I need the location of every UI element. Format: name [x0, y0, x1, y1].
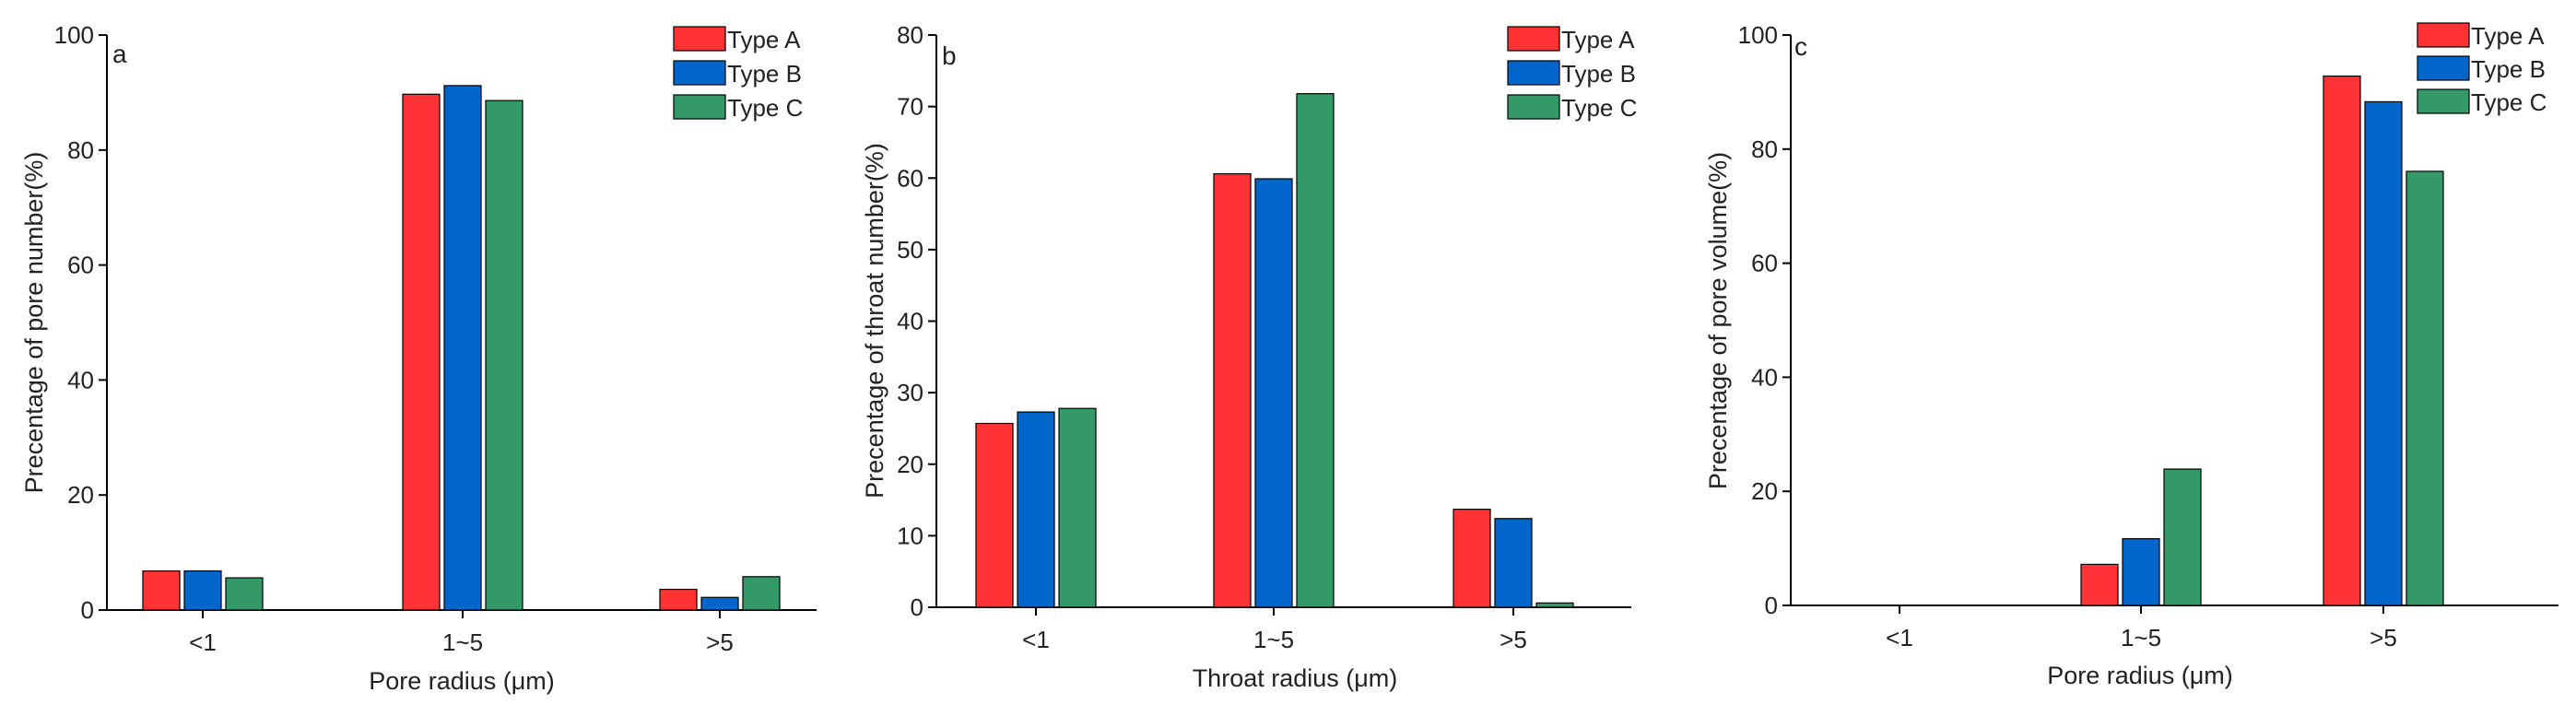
- panel-b-bar-type-a-lt1: [975, 422, 1014, 608]
- panel-a-legend-label-type-c: Type C: [727, 94, 803, 122]
- panel-a-y-tick-label: 60: [67, 252, 94, 279]
- panel-c-legend: Type A Type B Type C: [2417, 22, 2547, 116]
- panel-b-label: b: [942, 41, 957, 70]
- panel-c-y-tick-label: 40: [1751, 363, 1778, 391]
- panel-b-y-tick-label: 30: [897, 379, 923, 406]
- panel-b: b 0 10 20 30 40 50 60 70 80 <1 1~5 >5 Throat radius…: [861, 21, 1637, 692]
- panel-a-x-tick-label-lt1: <1: [189, 628, 217, 656]
- panel-c-y-tick-label: 0: [1765, 592, 1778, 619]
- panel-a-bar-type-c-lt1: [225, 577, 264, 611]
- panel-a-x-tick-label-gt5: >5: [706, 628, 734, 656]
- panel-c-x-tick-label-lt1: <1: [1886, 624, 1913, 651]
- panel-a-bar-type-a-gt5: [659, 588, 698, 611]
- panel-b-legend-swatch-type-b: [1507, 60, 1560, 86]
- panel-b-bar-type-c-gt5: [1535, 602, 1574, 608]
- panel-b-y-tick-label: 70: [897, 93, 923, 121]
- panel-a-ticks: 0 20 40 60 80 100 <1 1~5 >5: [54, 21, 734, 656]
- panel-b-legend: Type A Type B Type C: [1507, 26, 1637, 122]
- panel-c-y-tick-label: 80: [1751, 135, 1778, 163]
- panel-c-legend-swatch-type-b: [2417, 55, 2470, 81]
- panel-a-bar-type-b-1to5: [443, 85, 482, 611]
- panel-c-bar-type-b-gt5: [2364, 100, 2403, 606]
- panel-a-bar-type-c-gt5: [742, 576, 781, 611]
- panel-b-y-tick-label: 20: [897, 451, 923, 478]
- panel-b-x-label: Throat radius (μm): [1193, 664, 1398, 692]
- panel-c-x-label: Pore radius (μm): [2047, 662, 2233, 689]
- panel-c-legend-label-type-a: Type A: [2471, 22, 2545, 50]
- panel-b-bar-type-a-1to5: [1213, 172, 1252, 608]
- panel-c-y-tick-label: 100: [1738, 21, 1778, 49]
- panel-c-bar-type-c-1to5: [2163, 468, 2202, 606]
- panel-b-x-tick-label-gt5: >5: [1500, 626, 1527, 653]
- panel-c-bar-type-a-1to5: [2080, 563, 2119, 606]
- panel-b-bar-type-c-1to5: [1296, 93, 1335, 608]
- panel-b-legend-label-type-b: Type B: [1561, 60, 1636, 88]
- panel-a-legend: Type A Type B Type C: [673, 26, 803, 122]
- panel-a-legend-label-type-b: Type B: [727, 60, 802, 88]
- panel-a-y-tick-label: 100: [54, 21, 94, 49]
- panel-a-y-tick-label: 0: [81, 596, 94, 624]
- panel-c-x-tick-label-1to5: 1~5: [2121, 624, 2161, 651]
- panel-b-x-tick-label-1to5: 1~5: [1253, 626, 1294, 653]
- panel-b-bar-type-b-gt5: [1494, 518, 1533, 608]
- panel-a-y-tick-label: 40: [67, 366, 94, 393]
- panel-a-bars: [142, 85, 781, 611]
- panel-b-legend-label-type-a: Type A: [1561, 26, 1635, 53]
- panel-a: a 0 20 40 60 80 100 <1 1~5 >5 Pore radius (μm) P…: [20, 21, 817, 695]
- panel-c-y-tick-label: 60: [1751, 250, 1778, 277]
- panel-c-bars: [2080, 75, 2444, 606]
- panel-c-label: c: [1794, 32, 1807, 61]
- panel-a-x-label: Pore radius (μm): [369, 667, 555, 695]
- panel-c-y-tick-label: 20: [1751, 477, 1778, 505]
- panel-b-y-tick-label: 0: [911, 593, 923, 621]
- panel-c-ticks: 0 20 40 60 80 100 <1 1~5 >5: [1738, 21, 2397, 651]
- panel-b-x-tick-label-lt1: <1: [1022, 626, 1050, 653]
- panel-a-legend-label-type-a: Type A: [727, 26, 801, 53]
- panel-a-legend-swatch-type-c: [673, 94, 726, 120]
- panel-b-bars: [975, 93, 1574, 608]
- panel-c: c 0 20 40 60 80 100 <1 1~5 >5 Pore radius (μm) P…: [1704, 21, 2558, 689]
- panel-c-bar-type-c-gt5: [2405, 170, 2444, 606]
- panel-b-y-tick-label: 80: [897, 21, 923, 49]
- panel-b-y-label: Precentage of throat number(%): [861, 143, 888, 499]
- panel-a-bar-type-c-1to5: [485, 100, 523, 611]
- panel-b-y-tick-label: 50: [897, 236, 923, 264]
- panel-c-y-label: Precentage of pore volume(%): [1704, 152, 1732, 489]
- panel-a-label: a: [112, 40, 127, 68]
- panel-b-y-tick-label: 40: [897, 308, 923, 335]
- panel-a-x-tick-label-1to5: 1~5: [442, 628, 483, 656]
- panel-a-bar-type-b-lt1: [183, 569, 222, 611]
- panel-a-legend-swatch-type-b: [673, 60, 726, 86]
- panel-a-y-label: Precentage of pore number(%): [20, 152, 48, 494]
- panel-a-bar-type-a-1to5: [402, 93, 441, 611]
- panel-a-bar-type-a-lt1: [142, 569, 181, 611]
- panel-c-legend-label-type-c: Type C: [2471, 88, 2547, 116]
- panel-b-ticks: 0 10 20 30 40 50 60 70 80 <1 1~5 >5: [897, 21, 1527, 653]
- panel-b-y-tick-label: 10: [897, 522, 923, 549]
- panel-c-legend-label-type-b: Type B: [2471, 55, 2546, 83]
- panel-b-bar-type-b-lt1: [1017, 411, 1055, 608]
- panel-c-legend-swatch-type-c: [2417, 88, 2470, 114]
- panel-b-y-tick-label: 60: [897, 164, 923, 192]
- panel-c-bar-type-b-1to5: [2122, 537, 2160, 606]
- panel-a-bar-type-b-gt5: [700, 596, 739, 611]
- panel-a-y-tick-label: 20: [67, 481, 94, 509]
- panel-c-bar-type-a-gt5: [2323, 75, 2361, 606]
- panel-b-legend-swatch-type-c: [1507, 94, 1560, 120]
- panel-b-legend-label-type-c: Type C: [1561, 94, 1637, 122]
- panel-b-bar-type-a-gt5: [1453, 509, 1491, 608]
- panel-b-bar-type-c-lt1: [1058, 407, 1097, 608]
- panel-c-legend-swatch-type-a: [2417, 22, 2470, 48]
- panel-a-y-tick-label: 80: [67, 136, 94, 164]
- panel-c-x-tick-label-gt5: >5: [2370, 624, 2397, 651]
- panel-b-legend-swatch-type-a: [1507, 26, 1560, 52]
- panel-b-bar-type-b-1to5: [1254, 178, 1293, 608]
- panel-a-legend-swatch-type-a: [673, 26, 726, 52]
